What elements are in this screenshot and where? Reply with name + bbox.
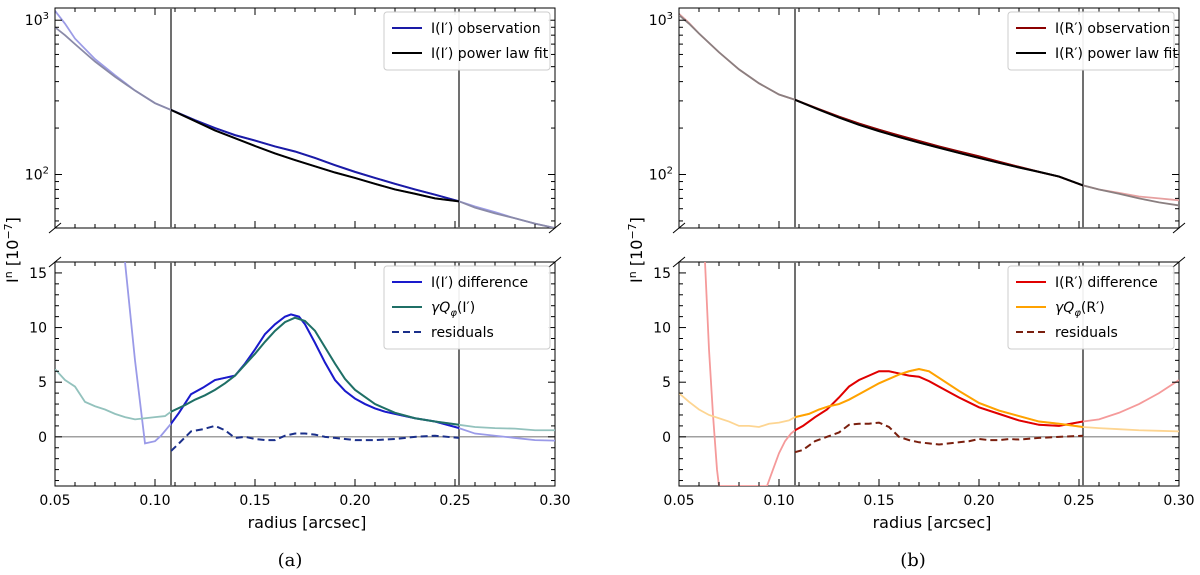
- legend-label: I(R′) power law fit: [1055, 46, 1178, 62]
- legend-box: [383, 11, 551, 71]
- bottom-series-0-line: [795, 370, 1083, 432]
- bottom-series-1-line: [795, 368, 1083, 429]
- x-axis-title-a: radius [arcsec]: [248, 513, 367, 532]
- legend-label: γQφ(I′): [431, 300, 475, 319]
- top-plot-frame: [678, 7, 1180, 229]
- y-tick-label: 15: [29, 266, 47, 282]
- y-tick-label: 10: [653, 321, 671, 337]
- x-tick-label: 0.25: [439, 493, 470, 509]
- y-tick-label: 103: [25, 11, 49, 29]
- legend-box: [383, 265, 551, 350]
- top-plot-frame: [54, 7, 556, 229]
- bottom-plot-frame: [678, 261, 1180, 487]
- bottom-series-group: [55, 262, 555, 452]
- legend-label: I(R′) observation: [1055, 21, 1170, 37]
- legend-box: [1007, 265, 1175, 350]
- y-tick-label: 5: [662, 375, 671, 391]
- legend-label: residuals: [1055, 325, 1118, 341]
- top-series-group: [679, 13, 1179, 207]
- y-tick-label: 5: [38, 375, 47, 391]
- legend-label: residuals: [431, 325, 494, 341]
- panel-caption-a: (a): [278, 550, 303, 571]
- bottom-series-2-line: [795, 421, 1083, 454]
- y-tick-label: 15: [653, 266, 671, 282]
- y-tick-label: 0: [38, 430, 47, 446]
- legend-label: I(I′) power law fit: [431, 46, 549, 62]
- top-series-1-line: [795, 98, 1083, 187]
- bottom-series-1-line: [171, 316, 459, 426]
- x-tick-label: 0.10: [763, 493, 794, 509]
- x-tick-label: 0.30: [539, 493, 570, 509]
- y-tick-label: 10: [29, 321, 47, 337]
- top-series-0-line: [171, 108, 459, 203]
- x-tick-label: 0.05: [39, 493, 70, 509]
- top-series-0-line: [795, 98, 1083, 187]
- top-series-1-line: [171, 108, 459, 203]
- bottom-series-group: [679, 262, 1179, 486]
- x-tick-label: 0.30: [1163, 493, 1194, 509]
- legend-bottom: I(I′) difference γQφ(I′) residuals: [383, 265, 551, 350]
- y-tick-label: 102: [649, 165, 673, 183]
- x-tick-label: 0.10: [139, 493, 170, 509]
- panel-a: radius [arcsec] In [10−7] (a) 0.05 0.10 0.…: [2, 7, 571, 571]
- y-axis-title-b: In [10−7]: [626, 217, 646, 283]
- bottom-series-1-faded-line: [679, 368, 1179, 433]
- x-tick-label: 0.25: [1063, 493, 1094, 509]
- legend-label: I(I′) observation: [431, 21, 541, 37]
- legend-bottom: I(R′) difference γQφ(R′) residuals: [1007, 265, 1175, 350]
- y-tick-label: 0: [662, 430, 671, 446]
- x-tick-label: 0.15: [239, 493, 270, 509]
- legend-top: I(R′) observation I(R′) power law fit: [1007, 11, 1178, 71]
- y-tick-label: 102: [25, 165, 49, 183]
- legend-label: γQφ(R′): [1055, 300, 1105, 319]
- x-tick-label: 0.20: [963, 493, 994, 509]
- y-axis-title-a: In [10−7]: [2, 217, 22, 283]
- x-tick-label: 0.05: [663, 493, 694, 509]
- top-series-group: [55, 10, 555, 228]
- panel-caption-b: (b): [900, 550, 926, 571]
- x-axis-title-b: radius [arcsec]: [873, 513, 992, 532]
- x-tick-label: 0.15: [863, 493, 894, 509]
- x-tick-label: 0.20: [339, 493, 370, 509]
- legend-box: [1007, 11, 1175, 71]
- legend-label: I(R′) difference: [1055, 275, 1158, 291]
- legend-label: I(I′) difference: [431, 275, 528, 291]
- bottom-plot-frame: [54, 261, 556, 487]
- y-tick-label: 103: [649, 11, 673, 29]
- bottom-series-2-line: [171, 424, 459, 452]
- panel-b: radius [arcsec] In [10−7] (b) 0.05 0.10 0.…: [626, 7, 1195, 571]
- legend-top: I(I′) observation I(I′) power law fit: [383, 11, 551, 71]
